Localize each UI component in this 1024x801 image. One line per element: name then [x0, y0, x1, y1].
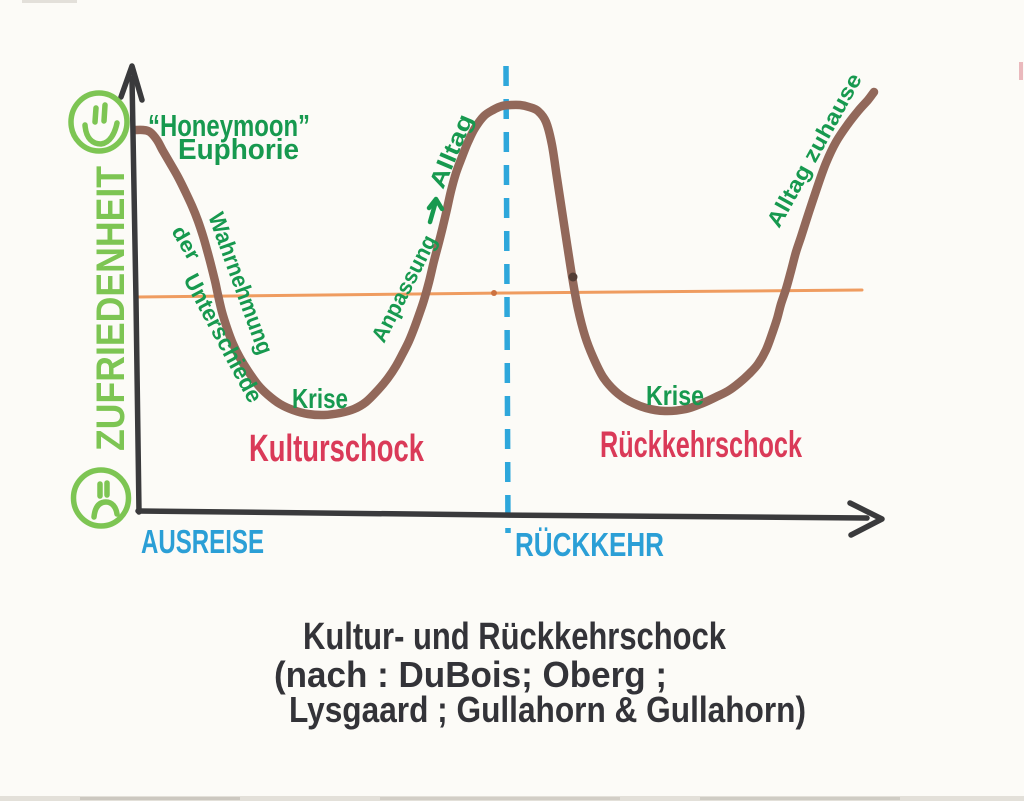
svg-text:Krise: Krise	[646, 380, 704, 411]
svg-text:Kultur- und Rückkehrschock: Kultur- und Rückkehrschock	[303, 616, 727, 658]
svg-text:Lysgaard ; Gullahorn & Gullaho: Lysgaard ; Gullahorn & Gullahorn)	[289, 689, 806, 730]
svg-text:AUSREISE: AUSREISE	[141, 523, 264, 560]
svg-text:Euphorie: Euphorie	[178, 134, 299, 166]
svg-text:“Honeymoon”: “Honeymoon”	[148, 108, 310, 143]
svg-text:(nach : DuBois; Oberg ;: (nach : DuBois; Oberg ;	[274, 654, 667, 695]
svg-text:Krise: Krise	[292, 383, 348, 414]
svg-text:ZUFRIEDENHEIT: ZUFRIEDENHEIT	[89, 166, 133, 451]
svg-text:Kulturschock: Kulturschock	[249, 428, 425, 470]
svg-text:Rückkehrschock: Rückkehrschock	[600, 424, 802, 465]
svg-text:RÜCKKEHR: RÜCKKEHR	[515, 526, 664, 563]
